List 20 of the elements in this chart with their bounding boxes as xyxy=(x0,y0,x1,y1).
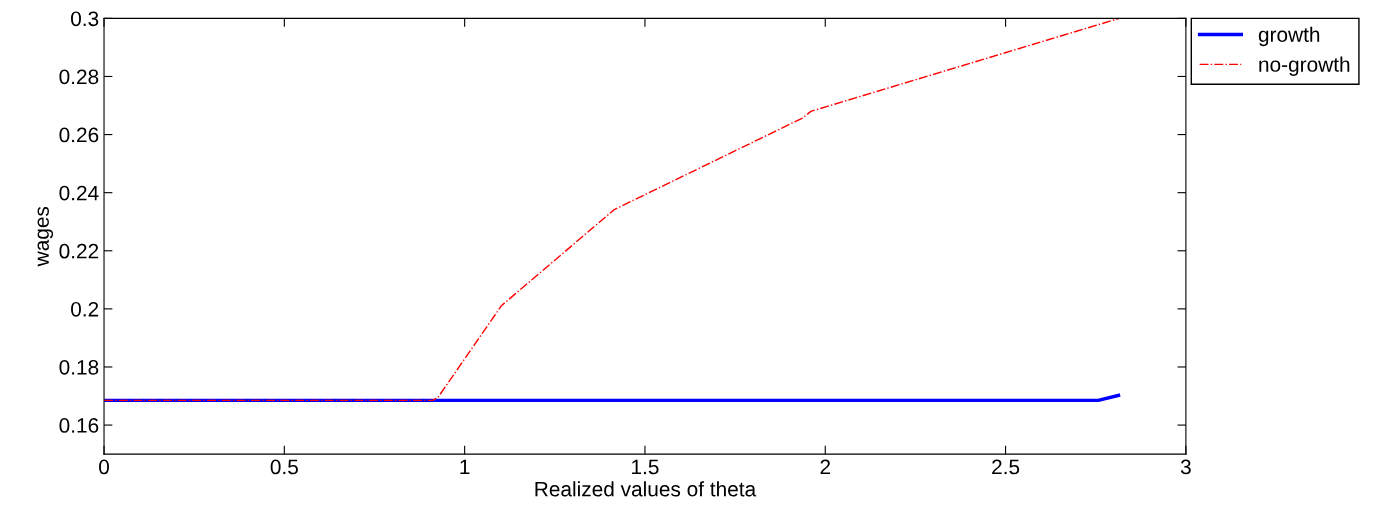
x-tick-label: 2.5 xyxy=(992,459,1020,475)
x-axis-title: Realized values of theta xyxy=(535,481,757,497)
y-tick-label: 0.22 xyxy=(59,243,99,259)
legend-label: no-growth xyxy=(1259,56,1350,76)
x-tick-label: 0.5 xyxy=(270,459,298,475)
y-tick-label: 0.18 xyxy=(59,359,99,375)
x-tick-label: 1.5 xyxy=(632,459,659,475)
y-tick-label: 0.16 xyxy=(59,418,99,433)
line-series xyxy=(104,18,1120,402)
y-tick-label: 0.2 xyxy=(71,301,99,317)
y-tick-label: 0.24 xyxy=(59,185,99,201)
y-tick-label: 0.26 xyxy=(59,127,99,143)
x-tick-label: 1 xyxy=(460,459,470,475)
x-tick-label: 0 xyxy=(99,459,109,475)
y-axis-title: wages xyxy=(37,206,54,267)
x-tick-label: 3 xyxy=(1180,459,1191,475)
y-tick-label: 0.28 xyxy=(59,69,99,85)
x-tick-label: 2 xyxy=(820,459,831,475)
y-tick-label: 0.3 xyxy=(71,11,99,27)
legend-label: growth xyxy=(1258,26,1320,47)
